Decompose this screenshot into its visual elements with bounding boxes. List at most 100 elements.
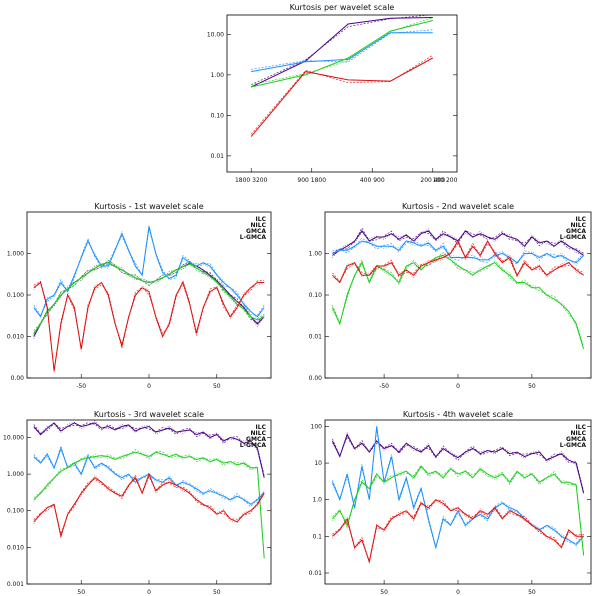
chart-title: Kurtosis - 3rd wavelet scale <box>94 410 204 419</box>
series-l-gmca-line <box>332 239 584 284</box>
series-ilc-variant-1 <box>33 260 265 335</box>
chart-3: Kurtosis - 2nd wavelet scale 0.00 0.01 0.10… <box>309 202 592 390</box>
y-tick-label: 0.100 <box>7 292 24 299</box>
y-tick-label: 1.00 <box>211 72 225 79</box>
y-tick-label: 10.00 <box>207 31 224 38</box>
series-l-gmca-variant-2 <box>332 500 584 562</box>
series-ilc-variant-1 <box>33 422 265 476</box>
y-tick-label: 1.000 <box>7 471 24 478</box>
legend-gmca: GMCA <box>566 228 586 235</box>
series-ilc-variant-2 <box>332 432 584 494</box>
legend-l-gmca: L-GMCA <box>240 442 267 449</box>
y-tick-label: 1.000 <box>7 251 24 258</box>
y-tick-label: 1.0 <box>312 497 322 504</box>
y-tick-label: 0.00 <box>11 375 25 382</box>
series-ilc-line <box>331 433 585 494</box>
series-ilc-line <box>250 17 433 88</box>
chart-title: Kurtosis - 1st wavelet scale <box>94 202 203 211</box>
series-gmca-variant-2 <box>33 452 265 559</box>
series-ilc-variant-2 <box>33 262 265 339</box>
series-gmca-line <box>331 254 585 350</box>
chart-4: Kurtosis - 3rd wavelet scale 0.001 0.010 0.… <box>3 410 272 596</box>
series-nilc-line <box>33 226 265 318</box>
series-l-gmca-variant-1 <box>250 54 433 135</box>
x-tick-label: 50 <box>213 383 221 390</box>
series-nilc-variant-2 <box>33 225 265 320</box>
y-tick-label: 0.10 <box>211 112 225 119</box>
legend-gmca: GMCA <box>566 436 586 443</box>
x-tick-label: 50 <box>213 589 221 596</box>
y-tick-label: 100 <box>311 423 323 430</box>
series-gmca-line <box>33 451 265 559</box>
series-l-gmca-variant-2 <box>332 239 584 282</box>
chart-title: Kurtosis - 4th wavelet scale <box>403 410 513 419</box>
legend-ilc: ILC <box>576 216 587 223</box>
y-tick-label: 10.000 <box>3 434 24 441</box>
y-tick-label: 0.010 <box>7 544 24 551</box>
plot-frame <box>324 419 592 585</box>
legend-ilc: ILC <box>256 216 267 223</box>
plot-frame <box>26 211 272 379</box>
y-tick-label: 0.010 <box>7 334 24 341</box>
series-l-gmca-variant-1 <box>332 500 584 563</box>
x-tick-label: 900 1800 <box>297 177 326 184</box>
x-tick-label: 400 900 <box>360 177 385 184</box>
series-nilc-variant-2 <box>332 425 584 549</box>
x-tick-label: 0 <box>147 383 151 390</box>
series-l-gmca-line <box>33 472 265 539</box>
series-gmca-line <box>251 20 433 88</box>
x-tick-label: 0 <box>456 383 460 390</box>
legend-nilc: NILC <box>251 430 267 437</box>
x-tick-label: 0 <box>456 589 460 596</box>
series-nilc-variant-2 <box>33 448 265 505</box>
series-nilc-line <box>251 32 433 73</box>
x-tick-label: 50 <box>380 589 388 596</box>
series-gmca-variant-1 <box>332 464 584 554</box>
x-tick-label: -50 <box>379 383 389 390</box>
y-tick-label: 10 <box>314 460 322 467</box>
legend-l-gmca: L-GMCA <box>560 234 587 241</box>
y-tick-label: 0.100 <box>7 508 24 515</box>
y-tick-label: 0.10 <box>309 292 323 299</box>
x-tick-label: 100 200 <box>433 177 458 184</box>
series-ilc-line <box>33 422 265 478</box>
chart-title: Kurtosis per wavelet scale <box>290 3 395 12</box>
chart-title: Kurtosis - 2nd wavelet scale <box>402 202 514 211</box>
x-tick-label: 50 <box>528 589 536 596</box>
series-gmca-variant-1 <box>251 17 433 86</box>
chart-2: Kurtosis - 1st wavelet scale 0.00 0.010 0.1… <box>7 202 272 390</box>
y-tick-label: 0.01 <box>309 570 323 577</box>
series-nilc-variant-1 <box>251 29 433 70</box>
x-tick-label: 50 <box>77 589 85 596</box>
series-ilc-variant-1 <box>251 14 433 86</box>
series-gmca-variant-2 <box>332 256 584 349</box>
series-l-gmca-variant-1 <box>33 279 265 372</box>
x-tick-label: 1800 3200 <box>235 177 268 184</box>
series-l-gmca-line <box>332 499 584 564</box>
legend-nilc: NILC <box>571 430 587 437</box>
legend-gmca: GMCA <box>246 436 266 443</box>
series-gmca-variant-1 <box>33 449 265 557</box>
y-tick-label: 0.001 <box>7 581 24 588</box>
x-tick-label: 0 <box>147 589 151 596</box>
plot-frame <box>324 211 592 379</box>
chart-1: Kurtosis per wavelet scale 0.01 0.10 1.00 10… <box>207 3 458 184</box>
x-tick-label: 50 <box>528 383 536 390</box>
series-l-gmca-variant-1 <box>332 242 584 282</box>
x-tick-label: -50 <box>76 383 86 390</box>
legend-gmca: GMCA <box>246 228 266 235</box>
series-l-gmca-variant-1 <box>33 474 265 536</box>
series-nilc-line <box>332 240 584 264</box>
series-nilc-variant-1 <box>332 237 584 265</box>
series-gmca-variant-1 <box>332 252 584 347</box>
series-gmca-variant-1 <box>33 260 265 332</box>
y-tick-label: 0.01 <box>211 153 225 160</box>
y-tick-label: 0.1 <box>312 533 322 540</box>
series-l-gmca-line <box>250 57 434 137</box>
x-tick-label: 200 400 <box>420 177 445 184</box>
legend-ilc: ILC <box>576 424 587 431</box>
series-ilc-line <box>33 262 265 337</box>
legend-ilc: ILC <box>256 424 267 431</box>
series-ilc-variant-1 <box>332 436 584 492</box>
